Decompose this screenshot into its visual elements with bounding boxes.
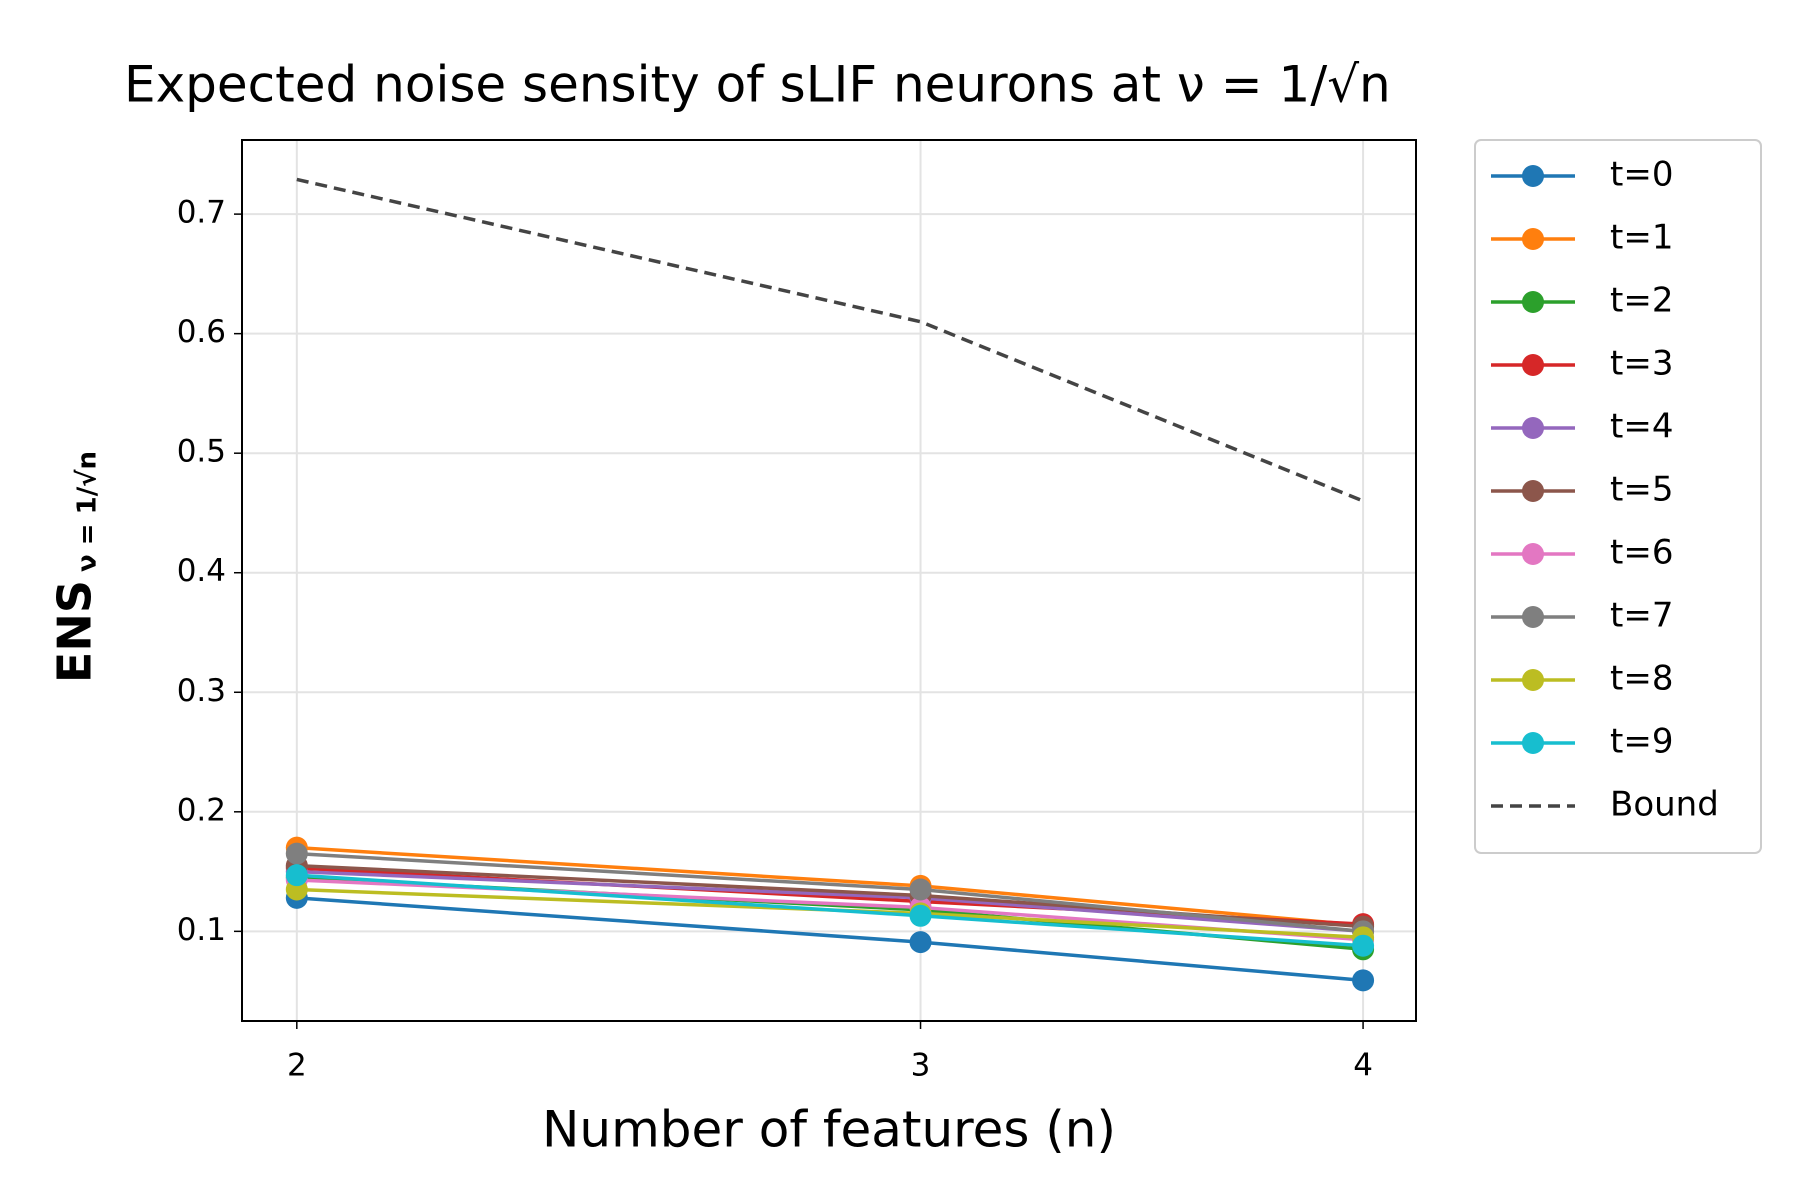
legend-label: t=1 <box>1610 218 1673 258</box>
chart-title: Expected noise sensity of sLIF neurons a… <box>124 56 1391 114</box>
legend-label: t=7 <box>1610 596 1673 636</box>
legend-marker <box>1522 669 1544 691</box>
legend-label: t=4 <box>1610 407 1673 447</box>
y-tick-label: 0.5 <box>177 434 226 470</box>
legend-marker <box>1522 543 1544 565</box>
legend-marker <box>1522 291 1544 313</box>
y-tick-label: 0.1 <box>177 912 226 948</box>
y-tick-label: 0.6 <box>177 314 226 350</box>
y-tick-label: 0.3 <box>177 673 226 709</box>
legend-box <box>1474 139 1762 854</box>
legend-marker <box>1522 165 1544 187</box>
legend-label: t=2 <box>1610 281 1673 321</box>
series-line <box>296 177 1364 503</box>
x-tick-label: 3 <box>911 1048 931 1084</box>
legend-label: t=3 <box>1610 344 1673 384</box>
legend-marker <box>1522 354 1544 376</box>
legend-label: t=9 <box>1610 722 1673 762</box>
marker <box>909 931 932 954</box>
y-axis-label: ENS <box>48 580 102 683</box>
y-tick-label: 0.7 <box>177 195 226 231</box>
legend-marker <box>1522 606 1544 628</box>
y-tick-label: 0.2 <box>177 792 226 828</box>
marker <box>1352 934 1375 957</box>
legend-label: t=0 <box>1610 155 1673 195</box>
legend-marker <box>1522 417 1544 439</box>
y-tick-label: 0.4 <box>177 553 226 589</box>
legend-label: t=5 <box>1610 470 1673 510</box>
legend-marker <box>1522 228 1544 250</box>
x-tick-label: 4 <box>1353 1048 1373 1084</box>
marker <box>1352 969 1375 992</box>
marker <box>909 878 932 901</box>
legend-label: Bound <box>1610 785 1719 825</box>
legend-marker <box>1522 732 1544 754</box>
marker <box>285 864 308 887</box>
y-axis-label-subscript: ν = 1/√n <box>73 451 103 572</box>
marker <box>909 904 932 927</box>
plot-frame <box>241 139 1417 1022</box>
x-tick-label: 2 <box>287 1048 307 1084</box>
legend-label: t=8 <box>1610 659 1673 699</box>
legend-marker <box>1522 480 1544 502</box>
y-axis-label-group: ENS ν = 1/√n <box>48 451 103 683</box>
legend-label: t=6 <box>1610 533 1673 573</box>
marker <box>285 842 308 865</box>
x-axis-label: Number of features (n) <box>542 1101 1116 1159</box>
